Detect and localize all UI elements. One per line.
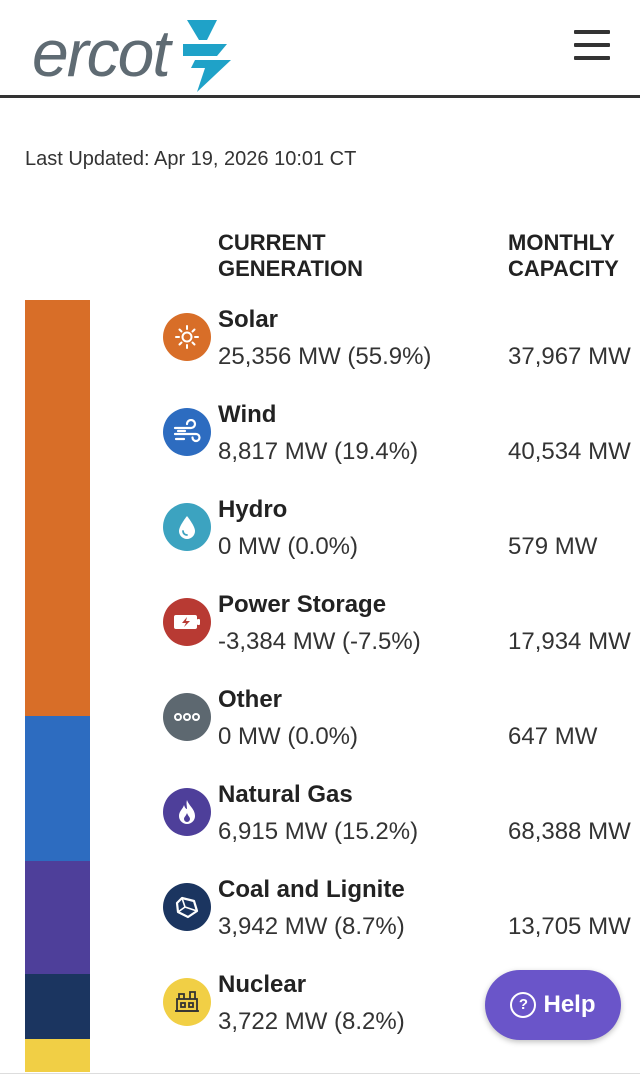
current-generation-value: 25,356 MW (55.9%) xyxy=(218,343,432,370)
sun-icon xyxy=(163,313,211,361)
monthly-capacity-value: 579 MW xyxy=(508,533,598,560)
water-drop-icon xyxy=(163,503,211,551)
current-generation-value: 3,942 MW (8.7%) xyxy=(218,913,405,940)
generation-stacked-bar xyxy=(25,300,90,1072)
monthly-capacity-value: 37,967 MW xyxy=(508,343,631,370)
source-row-power-storage: Power Storage -3,384 MW (-7.5%) 17,934 M… xyxy=(0,585,640,680)
source-row-solar: Solar 25,356 MW (55.9%) 37,967 MW xyxy=(0,300,640,395)
column-header-line: CAPACITY xyxy=(508,256,619,281)
flame-icon xyxy=(163,788,211,836)
source-name: Coal and Lignite xyxy=(218,876,405,903)
source-name: Nuclear xyxy=(218,971,307,998)
header-divider xyxy=(0,95,640,98)
source-name: Solar xyxy=(218,306,279,333)
column-header-line: GENERATION xyxy=(218,256,364,281)
help-button-label: Help xyxy=(543,991,596,1018)
current-generation-value: 0 MW (0.0%) xyxy=(218,533,359,560)
current-generation-value: -3,384 MW (-7.5%) xyxy=(218,628,421,655)
stack-segment-coal-and-lignite xyxy=(25,974,90,1039)
logo-wordmark: ercot xyxy=(32,16,171,90)
source-name: Hydro xyxy=(218,496,288,523)
stack-segment-nuclear xyxy=(25,1039,90,1072)
hamburger-menu-icon xyxy=(574,30,610,34)
current-generation-value: 8,817 MW (19.4%) xyxy=(218,438,419,465)
source-name: Wind xyxy=(218,401,277,428)
source-row-wind: Wind 8,817 MW (19.4%) 40,534 MW xyxy=(0,395,640,490)
nuclear-plant-icon xyxy=(163,978,211,1026)
menu-button[interactable] xyxy=(574,30,610,60)
source-row-hydro: Hydro 0 MW (0.0%) 579 MW xyxy=(0,490,640,585)
menu-bar-bottom xyxy=(574,56,610,60)
source-row-coal-and-lignite: Coal and Lignite 3,942 MW (8.7%) 13,705 … xyxy=(0,870,640,965)
menu-bar-middle xyxy=(574,43,610,47)
current-generation-value: 6,915 MW (15.2%) xyxy=(218,818,419,845)
wind-icon xyxy=(163,408,211,456)
column-header-line: CURRENT xyxy=(218,230,326,255)
monthly-capacity-value: 40,534 MW xyxy=(508,438,631,465)
current-generation-value: 0 MW (0.0%) xyxy=(218,723,359,750)
help-button[interactable]: ? Help xyxy=(485,970,621,1040)
bottom-divider xyxy=(0,1073,640,1074)
source-row-other: Other 0 MW (0.0%) 647 MW xyxy=(0,680,640,775)
stack-segment-solar xyxy=(25,300,90,716)
monthly-capacity-value: 17,934 MW xyxy=(508,628,631,655)
lightning-bolt-logo-icon xyxy=(183,20,231,92)
current-generation-value: 3,722 MW (8.2%) xyxy=(218,1008,405,1035)
monthly-capacity-value: 647 MW xyxy=(508,723,598,750)
coal-icon xyxy=(163,883,211,931)
monthly-capacity-value: 68,388 MW xyxy=(508,818,631,845)
source-row-nuclear: Nuclear 3,722 MW (8.2%) xyxy=(0,965,640,1060)
source-name: Power Storage xyxy=(218,591,387,618)
source-name: Other xyxy=(218,686,283,713)
column-header-monthly-capacity: MONTHLY CAPACITY xyxy=(508,230,640,282)
column-header-current-generation: CURRENT GENERATION xyxy=(218,230,448,282)
source-name: Natural Gas xyxy=(218,781,353,808)
source-row-natural-gas: Natural Gas 6,915 MW (15.2%) 68,388 MW xyxy=(0,775,640,870)
column-header-line: MONTHLY xyxy=(508,230,615,255)
stack-segment-wind xyxy=(25,716,90,861)
battery-icon xyxy=(163,598,211,646)
site-header: ercot xyxy=(0,0,640,96)
ellipsis-icon xyxy=(163,693,211,741)
last-updated-text: Last Updated: Apr 19, 2026 10:01 CT xyxy=(25,148,357,170)
ercot-logo[interactable]: ercot xyxy=(32,14,252,94)
question-circle-icon: ? xyxy=(510,992,537,1018)
stack-segment-natural-gas xyxy=(25,861,90,974)
monthly-capacity-value: 13,705 MW xyxy=(508,913,631,940)
